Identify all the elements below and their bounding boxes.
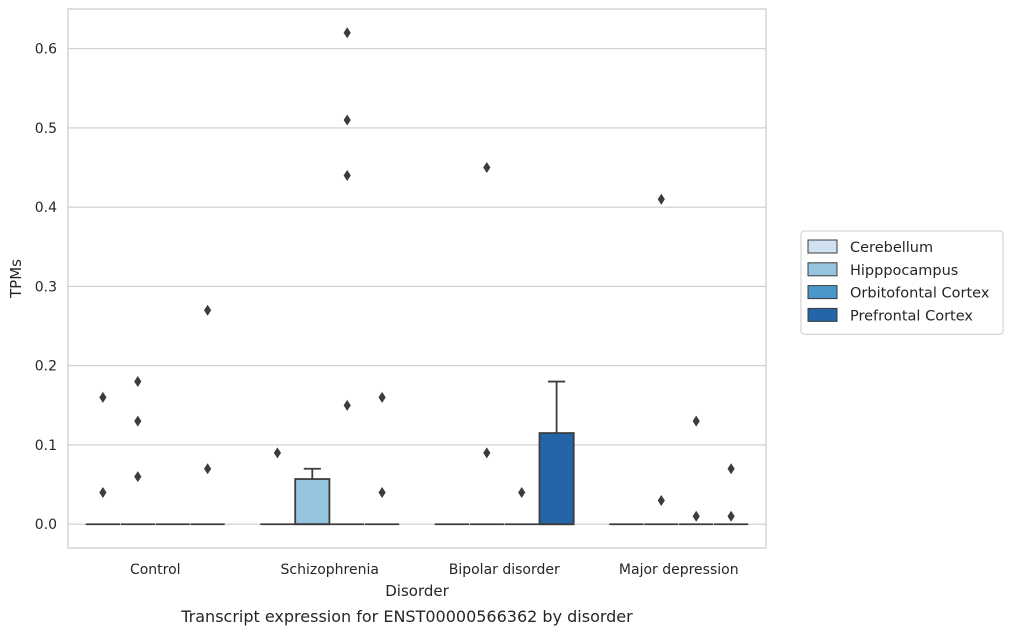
outlier-point xyxy=(343,399,351,411)
box-1-1 xyxy=(294,467,331,526)
outlier-point xyxy=(378,391,386,403)
gridlines xyxy=(68,48,766,525)
outlier-point xyxy=(692,415,700,427)
x-tick-label: Major depression xyxy=(619,562,739,578)
outlier-point xyxy=(692,510,700,522)
iqr-box xyxy=(294,478,331,526)
plot-area-frame xyxy=(67,8,767,549)
outlier-point xyxy=(727,510,735,522)
y-tick-label: 0.0 xyxy=(35,517,57,533)
outlier-point xyxy=(343,169,351,181)
y-tick-label: 0.1 xyxy=(35,438,57,454)
outlier-point xyxy=(204,304,212,316)
legend-label: Cerebellum xyxy=(850,240,933,256)
legend-label: Orbitofontal Cortex xyxy=(850,286,990,302)
y-axis-ticks: 0.0 0.1 0.2 0.3 0.4 0.5 0.6 xyxy=(35,42,57,534)
y-tick-label: 0.4 xyxy=(35,200,57,216)
outlier-point xyxy=(99,391,107,403)
boxes xyxy=(85,380,749,526)
x-axis-ticks: Control Schizophrenia Bipolar disorder Majo… xyxy=(130,562,739,578)
outlier-point xyxy=(378,487,386,499)
outlier-point xyxy=(134,415,142,427)
y-axis-title: TPMs xyxy=(7,259,25,299)
box-2-3 xyxy=(538,380,575,526)
y-tick-label: 0.2 xyxy=(35,359,57,375)
legend-label: Prefrontal Cortex xyxy=(850,308,973,324)
legend-swatch xyxy=(807,285,838,300)
outlier-point xyxy=(204,463,212,475)
outliers xyxy=(99,27,735,522)
y-tick-label: 0.5 xyxy=(35,121,57,137)
legend-frame xyxy=(800,230,1004,335)
outlier-point xyxy=(343,27,351,39)
y-tick-label: 0.3 xyxy=(35,279,57,295)
iqr-box xyxy=(538,432,575,526)
chart-caption: Transcript expression for ENST0000056636… xyxy=(180,607,633,626)
outlier-point xyxy=(134,471,142,483)
outlier-point xyxy=(483,162,491,174)
legend-swatch xyxy=(807,307,838,322)
legend-swatch xyxy=(807,239,838,254)
x-tick-label: Control xyxy=(130,562,181,578)
x-axis-title: Disorder xyxy=(385,582,449,600)
legend-swatch xyxy=(807,262,838,277)
outlier-point xyxy=(657,494,665,506)
outlier-point xyxy=(273,447,281,459)
legend: Cerebellum Hipppocampus Orbitofontal Corte… xyxy=(800,230,1004,335)
x-tick-label: Bipolar disorder xyxy=(449,562,560,578)
x-tick-label: Schizophrenia xyxy=(281,562,379,578)
outlier-point xyxy=(483,447,491,459)
outlier-point xyxy=(343,114,351,126)
outlier-point xyxy=(518,487,526,499)
outlier-point xyxy=(657,193,665,205)
outlier-point xyxy=(727,463,735,475)
outlier-point xyxy=(134,376,142,388)
legend-label: Hipppocampus xyxy=(850,263,958,279)
y-tick-label: 0.6 xyxy=(35,42,57,58)
outlier-point xyxy=(99,487,107,499)
